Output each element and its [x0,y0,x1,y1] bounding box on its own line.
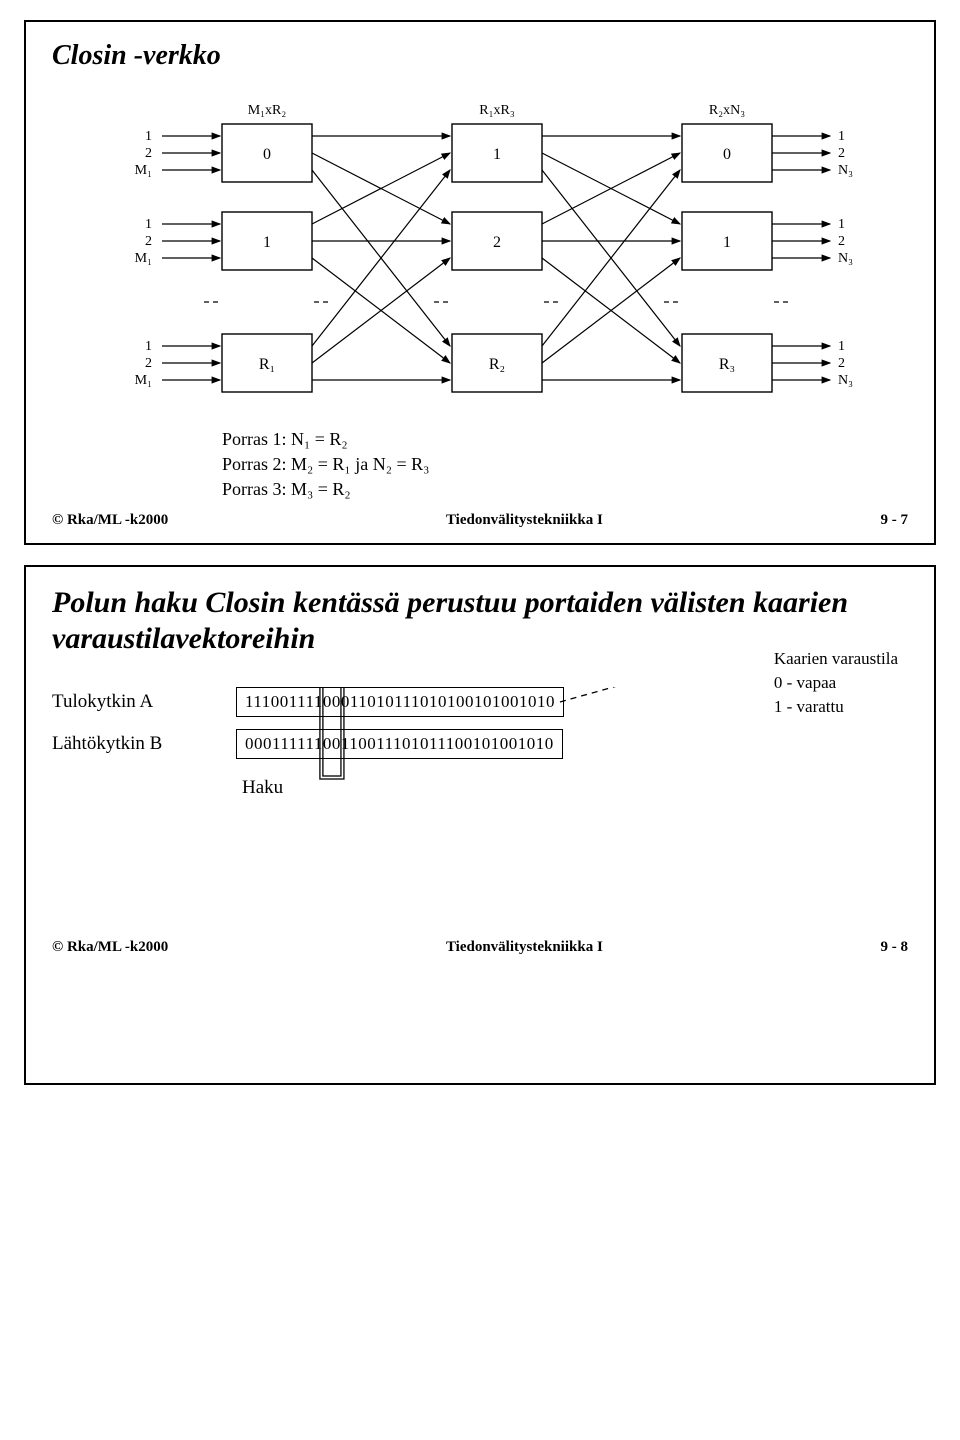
legend-line-1: 0 - vapaa [774,671,898,695]
svg-text:R₁xR₃: R₁xR₃ [479,103,515,118]
closin-diagram: M₁xR₂ R₁xR₃ R₂xN₃ 0 1 2 M₁ 1 1 2 M₁ R₁ 1 2 M₁ 1 2 R₂ 0 1 2 N₃… [52,84,872,414]
legend-line-2: 1 - varattu [774,695,898,719]
svg-text:R₂xN₃: R₂xN₃ [709,103,745,118]
svg-text:2: 2 [838,234,845,249]
svg-text:1: 1 [493,146,501,163]
svg-text:2: 2 [838,146,845,161]
svg-text:0: 0 [263,146,271,163]
svg-text:M₁: M₁ [135,251,152,266]
svg-text:N₃: N₃ [838,163,853,178]
footer-center: Tiedonvälitystekniikka I [168,512,880,529]
slide-closin-verkko: Closin -verkko M₁xR₂R₁xR₃R₂xN₃012M₁112M₁… [24,20,936,545]
bullet-list: Porras 1: N₁ = R₂ Porras 2: M₂ = R₁ ja N… [222,429,908,500]
svg-text:M₁: M₁ [135,373,152,388]
svg-text:N₃: N₃ [838,373,853,388]
svg-text:M₁xR₂: M₁xR₂ [248,103,287,118]
footer-center: Tiedonvälitystekniikka I [168,939,880,956]
svg-text:1: 1 [838,217,845,232]
svg-text:2: 2 [838,356,845,371]
svg-text:1: 1 [145,339,152,354]
svg-text:1: 1 [723,234,731,251]
svg-text:2: 2 [145,146,152,161]
legend-line-0: Kaarien varaustila [774,647,898,671]
haku-label: Haku [242,777,908,799]
bullet-3: Porras 3: M₃ = R₂ [222,479,908,500]
legend: Kaarien varaustila0 - vapaa1 - varattu [774,647,898,718]
footer: © Rka/ML -k2000 Tiedonvälitystekniikka I… [52,939,908,956]
svg-text:0: 0 [723,146,731,163]
footer-left: © Rka/ML -k2000 [52,939,168,956]
svg-text:1: 1 [838,339,845,354]
footer: © Rka/ML -k2000 Tiedonvälitystekniikka I… [52,512,908,529]
svg-text:2: 2 [145,356,152,371]
value-tulokytkin-a: 11100111100011010111010100101001010 [236,687,564,717]
footer-left: © Rka/ML -k2000 [52,512,168,529]
svg-text:1: 1 [145,129,152,144]
svg-text:1: 1 [145,217,152,232]
svg-text:R₃: R₃ [719,356,735,373]
svg-text:M₁: M₁ [135,163,152,178]
label-lahtokytkin-b: Lähtökytkin B [52,733,222,755]
vector-area: Tulokytkin A 111001111000110101110101001… [52,687,908,927]
svg-text:2: 2 [493,234,501,251]
svg-text:1: 1 [838,129,845,144]
footer-right: 9 - 8 [881,939,909,956]
slide-polun-haku: Polun haku Closin kentässä perustuu port… [24,565,936,1085]
svg-text:2: 2 [145,234,152,249]
value-lahtokytkin-b: 00011111100110011101011100101001010 [236,729,563,759]
bullet-2: Porras 2: M₂ = R₁ ja N₂ = R₃ [222,454,908,475]
footer-right: 9 - 7 [881,512,909,529]
svg-text:1: 1 [263,234,271,251]
svg-text:R₁: R₁ [259,356,275,373]
slide1-title: Closin -verkko [52,40,908,72]
bullet-1: Porras 1: N₁ = R₂ [222,429,908,450]
label-tulokytkin-a: Tulokytkin A [52,691,222,713]
svg-text:R₂: R₂ [489,356,505,373]
svg-text:N₃: N₃ [838,251,853,266]
diagram-container: M₁xR₂ R₁xR₃ R₂xN₃ 0 1 2 M₁ 1 1 2 M₁ R₁ 1 2 M₁ 1 2 R₂ 0 1 2 N₃… [52,84,908,419]
